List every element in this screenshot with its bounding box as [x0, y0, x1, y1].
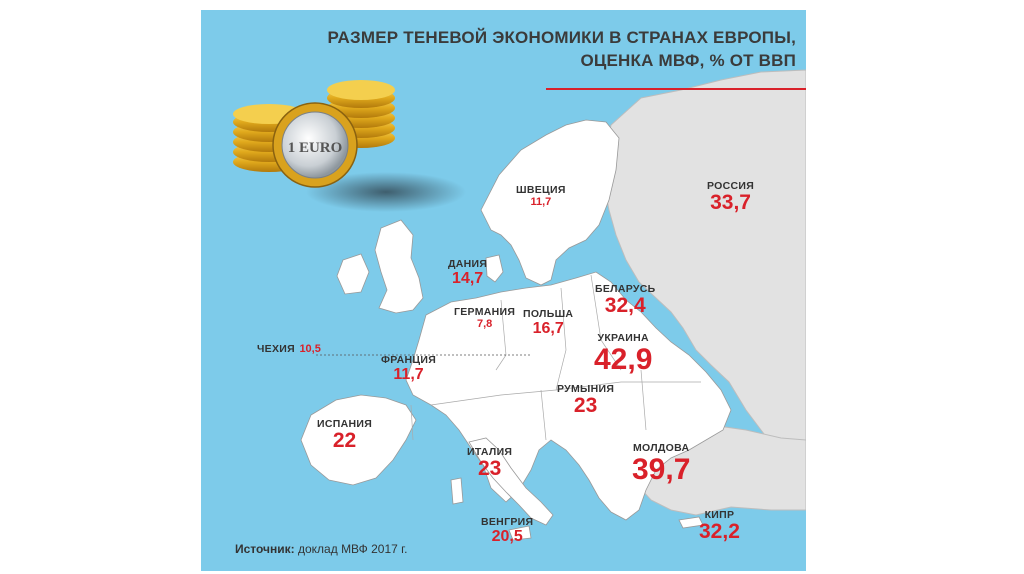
- source-label: Источник:: [235, 542, 295, 556]
- label-belarus: БЕЛАРУСЬ 32,4: [595, 283, 655, 316]
- map-title: РАЗМЕР ТЕНЕВОЙ ЭКОНОМИКИ В СТРАНАХ ЕВРОП…: [328, 26, 797, 72]
- country-value: 33,7: [710, 191, 751, 214]
- europe-map: 1 EURO: [233, 69, 806, 541]
- label-hungary: ВЕНГРИЯ 20,5: [481, 516, 533, 546]
- country-name: ГЕРМАНИЯ: [454, 306, 516, 318]
- label-ukraine: УКРАИНА 42,9: [594, 332, 652, 375]
- label-russia: РОССИЯ 33,7: [707, 180, 754, 213]
- label-sweden: ШВЕЦИЯ 11,7: [516, 184, 566, 208]
- ireland-land: [336, 253, 370, 295]
- country-name: ДАНИЯ: [448, 258, 488, 270]
- iberia-land: [300, 394, 417, 486]
- sardinia-land: [450, 477, 464, 505]
- label-czechia: ЧЕХИЯ 10,5: [257, 339, 321, 357]
- euro-coin-stack: [233, 80, 395, 188]
- border-lines: [410, 274, 701, 441]
- scandinavia-land: [480, 119, 620, 286]
- country-value: 22: [332, 429, 357, 452]
- country-value: 16,7: [532, 320, 564, 337]
- country-name: РОССИЯ: [707, 180, 755, 192]
- country-value: 14,7: [452, 270, 484, 287]
- cyprus-land: [678, 516, 704, 529]
- source-note: Источник: доклад МВФ 2017 г.: [235, 542, 407, 556]
- title-rule: [546, 88, 806, 90]
- country-name: УКРАИНА: [597, 332, 649, 344]
- country-value: 11,7: [530, 196, 552, 208]
- italy-land: [468, 437, 554, 526]
- label-denmark: ДАНИЯ 14,7: [448, 258, 487, 288]
- country-value: 23: [477, 457, 502, 480]
- title-line-2: ОЦЕНКА МВФ, % ОТ ВВП: [580, 51, 796, 70]
- country-value: 20,5: [491, 528, 523, 545]
- country-name: ВЕНГРИЯ: [481, 516, 534, 528]
- label-france: ФРАНЦИЯ 11,7: [381, 354, 436, 384]
- source-text: доклад МВФ 2017 г.: [294, 542, 408, 556]
- country-value: 23: [573, 394, 598, 417]
- title-line-1: РАЗМЕР ТЕНЕВОЙ ЭКОНОМИКИ В СТРАНАХ ЕВРОП…: [327, 28, 796, 47]
- country-name: КИПР: [704, 509, 735, 521]
- country-value: 42,9: [594, 343, 653, 376]
- country-value: 10,5: [299, 343, 321, 355]
- label-romania: РУМЫНИЯ 23: [557, 383, 614, 416]
- coin-face-text: 1 EURO: [288, 140, 343, 156]
- country-name: ФРАНЦИЯ: [381, 354, 437, 366]
- country-value: 7,8: [476, 318, 493, 330]
- label-spain: ИСПАНИЯ 22: [317, 418, 372, 451]
- country-name: ИТАЛИЯ: [467, 446, 513, 458]
- country-value: 11,7: [393, 366, 424, 383]
- country-name: БЕЛАРУСЬ: [595, 283, 656, 295]
- label-italy: ИТАЛИЯ 23: [467, 446, 512, 479]
- infographic-slide: 1 EURO РАЗМЕР ТЕНЕВОЙ ЭКОНОМИКИ В СТРАНА…: [201, 10, 806, 571]
- country-name: РУМЫНИЯ: [557, 383, 615, 395]
- label-moldova: МОЛДОВА 39,7: [632, 442, 690, 485]
- russia-land: [602, 69, 806, 481]
- label-poland: ПОЛЬША 16,7: [523, 308, 573, 338]
- country-name: МОЛДОВА: [632, 442, 690, 454]
- coin-shadow: [306, 172, 466, 212]
- country-value: 39,7: [632, 453, 691, 486]
- country-name: ПОЛЬША: [523, 308, 574, 320]
- label-germany: ГЕРМАНИЯ 7,8: [454, 306, 515, 330]
- country-name: ИСПАНИЯ: [317, 418, 373, 430]
- country-value: 32,4: [604, 294, 646, 317]
- sicily-land: [508, 525, 532, 541]
- denmark-land: [485, 254, 504, 283]
- country-value: 32,2: [699, 520, 740, 543]
- country-name: ЧЕХИЯ: [257, 343, 295, 355]
- country-name: ШВЕЦИЯ: [516, 184, 566, 196]
- uk-land: [374, 219, 424, 314]
- label-cyprus: КИПР 32,2: [699, 509, 740, 542]
